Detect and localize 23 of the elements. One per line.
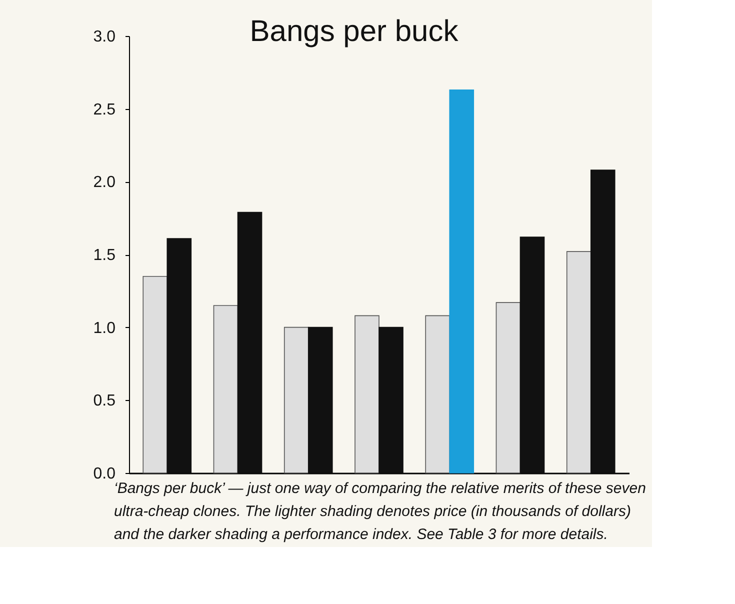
- text: ‘Bangs per buck’ — just one way of comparing the relative merits of these seven ultra-cheap clones. The lighter shading denotes price (in thousands of dollars) and the darker shading a performance index. See Table 3 for more details.: [114, 480, 646, 543]
- bar: [166, 238, 192, 474]
- y-tick-label: 1.5: [93, 247, 116, 264]
- y-tick-label: 2.0: [93, 174, 116, 192]
- bar: [308, 326, 333, 474]
- bar: [496, 302, 521, 474]
- bar: [520, 236, 545, 474]
- bar: [284, 326, 309, 474]
- bar: [354, 315, 380, 474]
- y-tick-label: 3.0: [93, 28, 116, 46]
- bar: [237, 212, 262, 474]
- bar: [142, 276, 168, 474]
- y-tick-label: 0.0: [93, 466, 116, 482]
- bar: [590, 170, 616, 474]
- bar: [566, 251, 592, 474]
- bar: [213, 305, 238, 474]
- y-tick-label: 2.5: [93, 101, 116, 118]
- chart-title: Bangs per buck: [250, 15, 460, 48]
- bar: [449, 89, 474, 474]
- y-tick-label: 1.0: [93, 320, 116, 337]
- bar: [425, 315, 450, 474]
- y-tick-label: 0.5: [93, 392, 116, 410]
- bar: [378, 326, 404, 474]
